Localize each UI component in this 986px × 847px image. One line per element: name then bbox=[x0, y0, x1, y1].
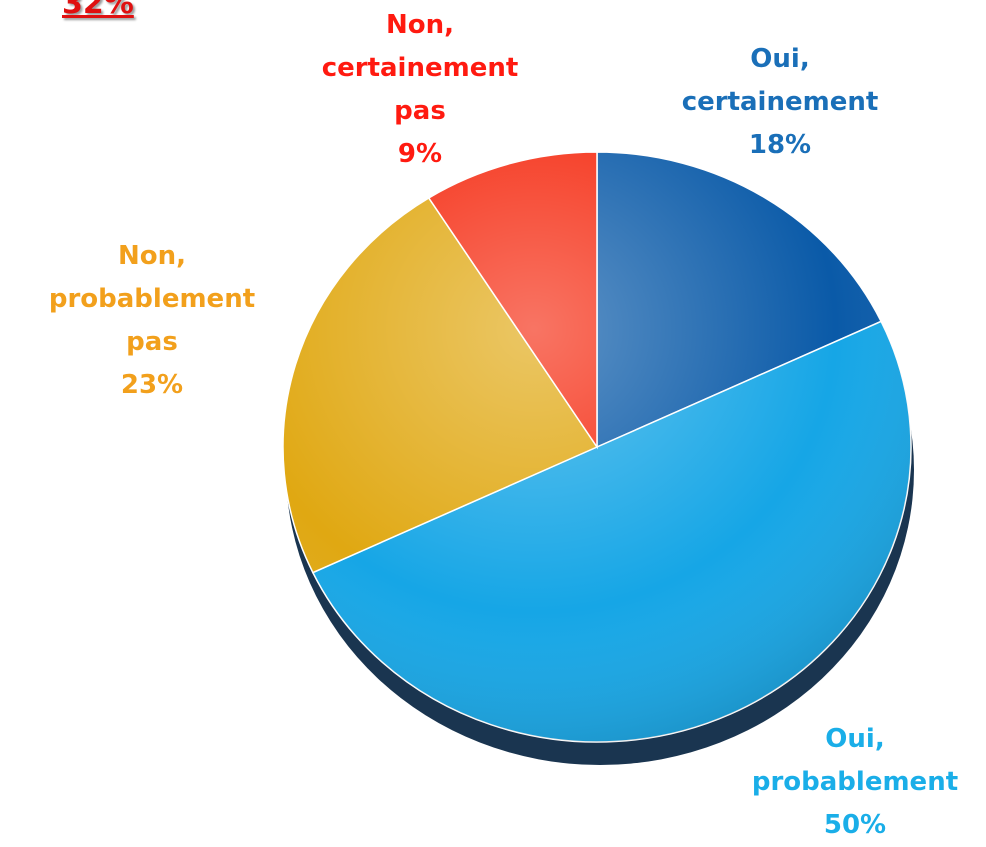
category-label: Non, probablement pas bbox=[48, 241, 256, 357]
slice-label: Non, probablement pas 23% bbox=[32, 235, 272, 407]
slices bbox=[282, 151, 912, 743]
value-label: 18% bbox=[748, 130, 812, 160]
value-label: 50% bbox=[823, 810, 887, 840]
value-label: 23% bbox=[120, 370, 184, 400]
slice-label: Oui, certainement 18% bbox=[660, 38, 900, 167]
category-label: Non, certainement pas bbox=[321, 10, 519, 126]
category-label: Oui, probablement bbox=[751, 724, 959, 797]
annotation: 32% bbox=[62, 0, 134, 21]
value-label: 9% bbox=[397, 139, 443, 169]
slice-label: Non, certainement pas 9% bbox=[300, 4, 540, 176]
slice-label: Oui, probablement 50% bbox=[735, 718, 975, 847]
category-label: Oui, certainement bbox=[681, 44, 879, 117]
